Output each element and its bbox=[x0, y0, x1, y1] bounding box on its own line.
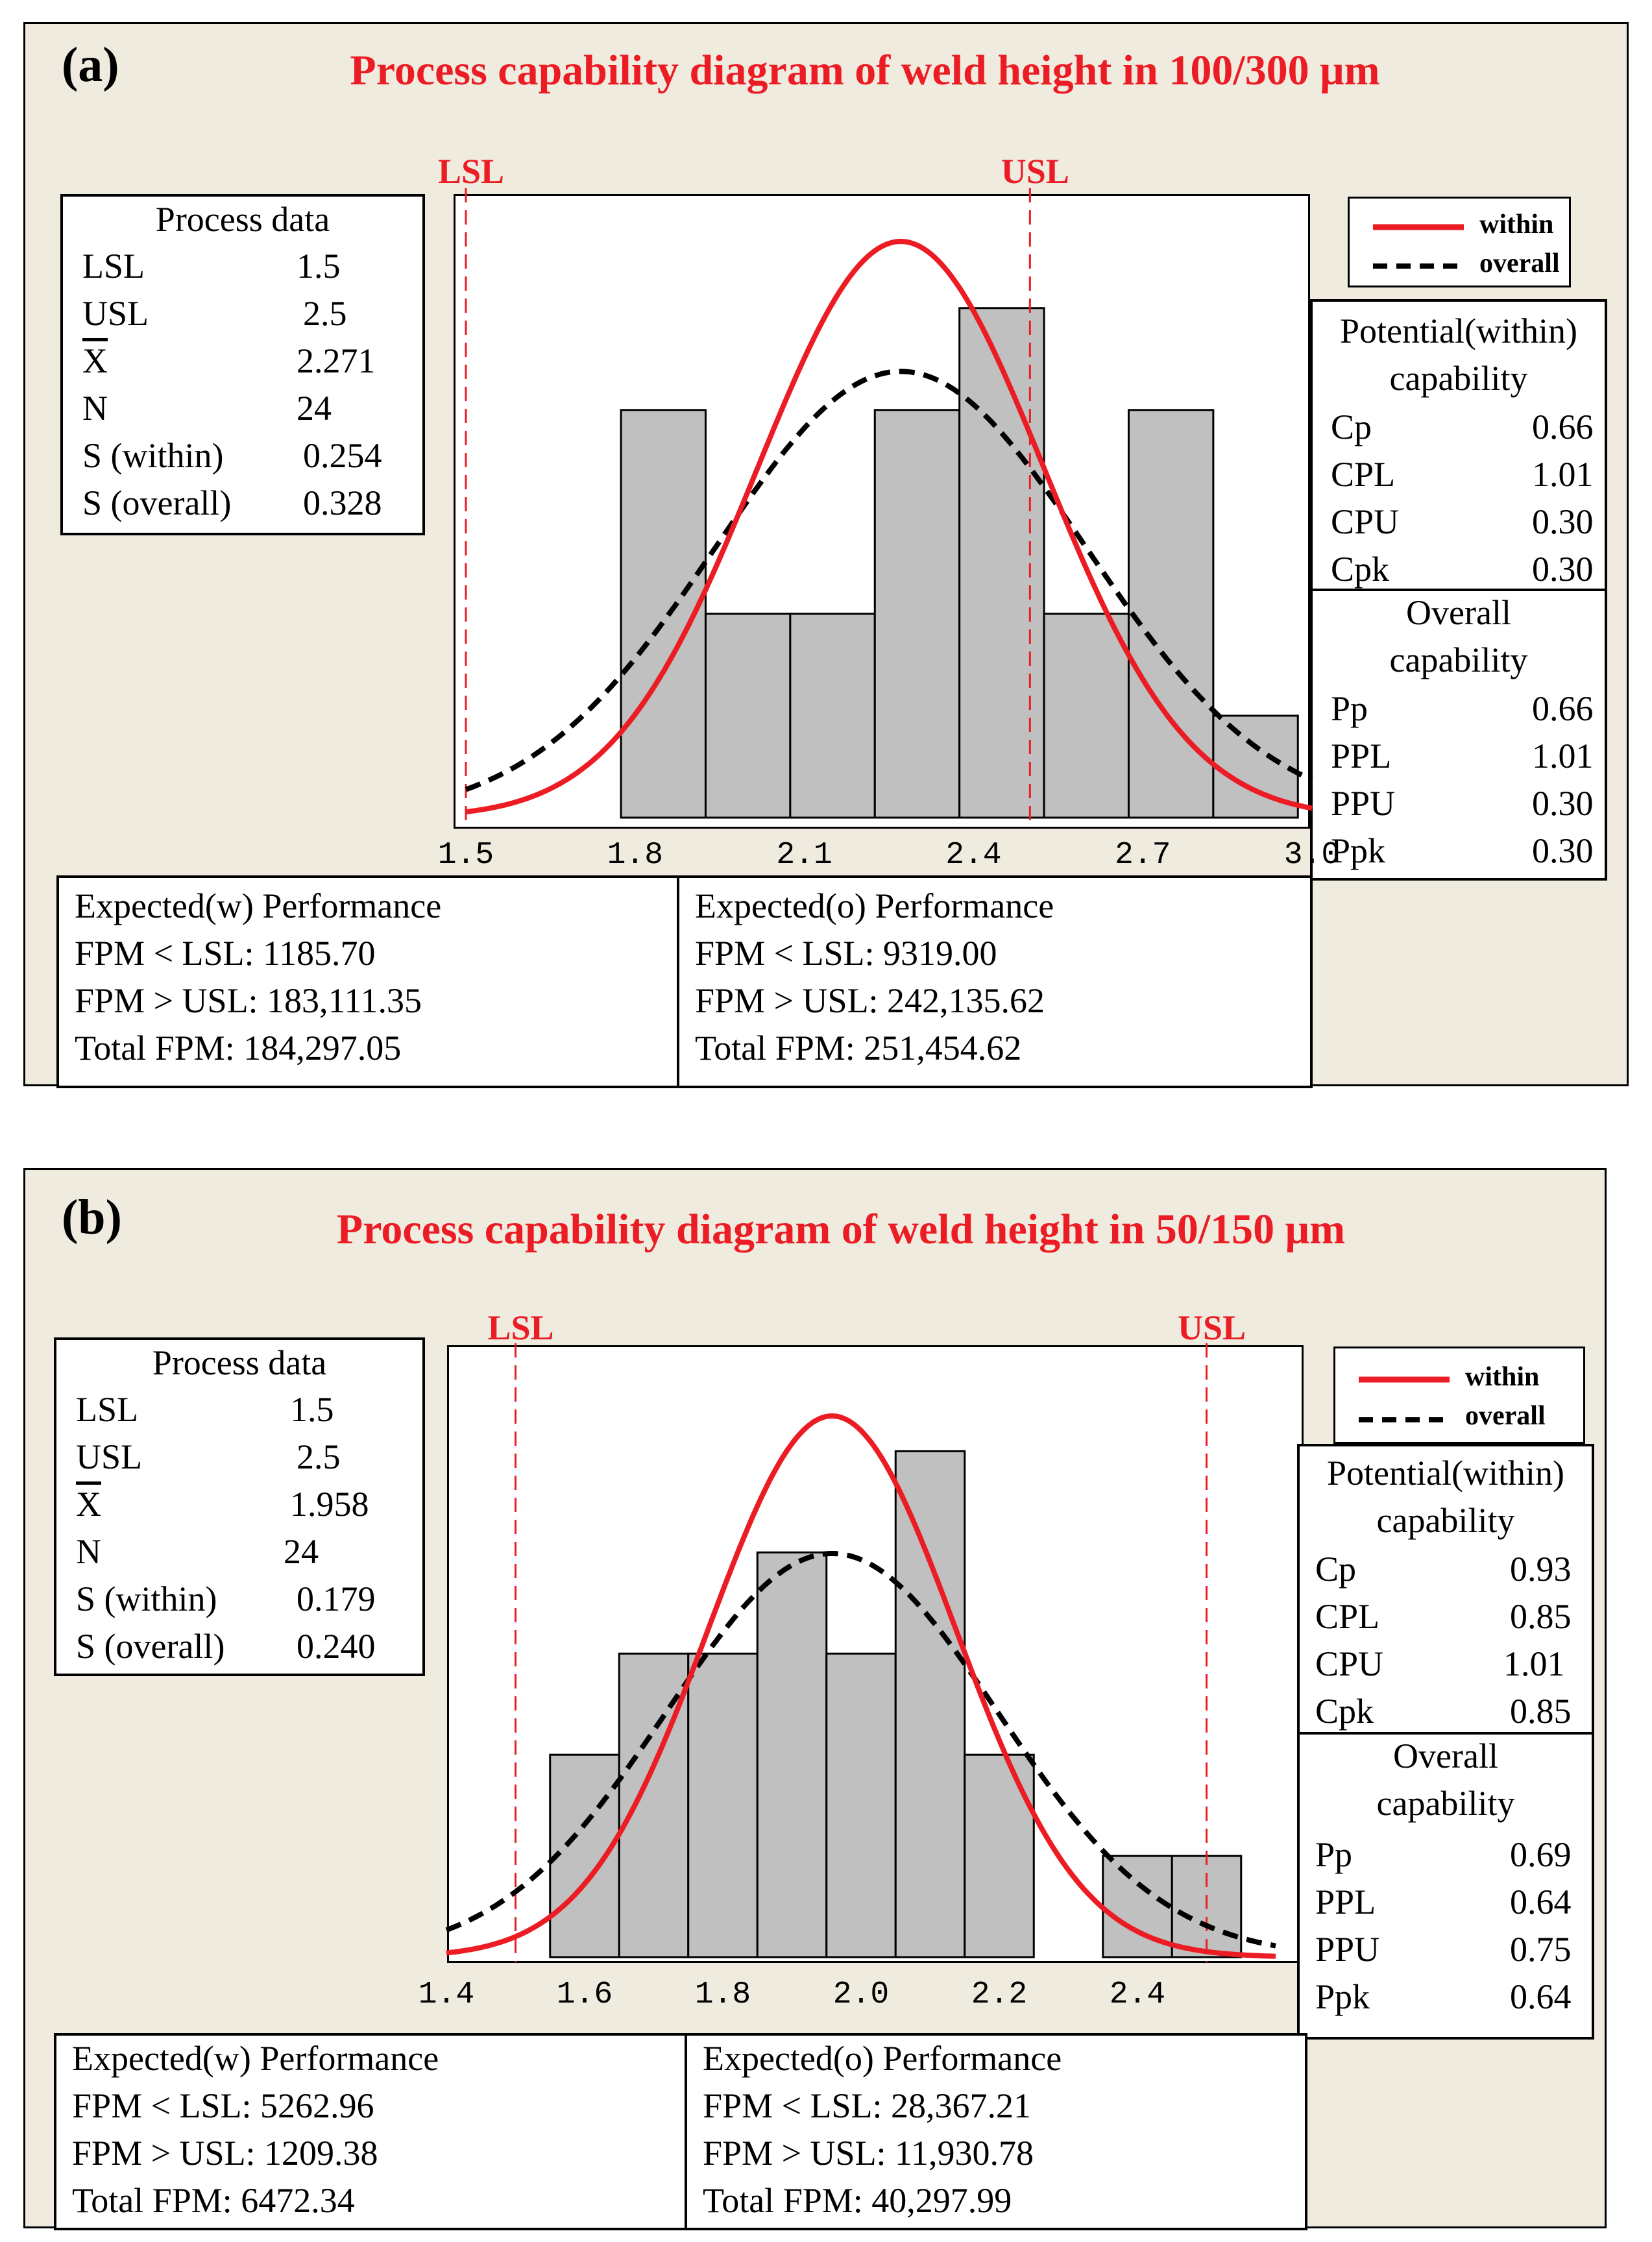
within-normal-curve bbox=[465, 238, 1313, 815]
capability-row: Ppk 0.64 bbox=[1315, 1977, 1572, 2016]
expected-overall-lsl: FPM < LSL: 9319.00 bbox=[695, 934, 997, 973]
x-tick-label: 2.0 bbox=[833, 1977, 889, 2012]
histogram-bar bbox=[825, 1652, 897, 1958]
usl-label: USL bbox=[1001, 152, 1069, 191]
x-tick-label: 1.5 bbox=[438, 838, 494, 873]
capability-row: PPL 0.64 bbox=[1315, 1883, 1572, 1921]
expected-overall-usl: FPM > USL: 242,135.62 bbox=[695, 981, 1045, 1020]
within-normal-curve bbox=[446, 1413, 1276, 1959]
capability-row: Cpk 0.85 bbox=[1315, 1692, 1572, 1731]
x-tick-label: 2.1 bbox=[776, 838, 832, 873]
capability-row: PPL 1.01 bbox=[1331, 737, 1594, 775]
histogram-bar bbox=[756, 1551, 828, 1958]
capability-row: PPU 0.75 bbox=[1315, 1930, 1572, 1969]
expected-overall-total: Total FPM: 40,297.99 bbox=[703, 2181, 1012, 2220]
histogram-bar bbox=[964, 1753, 1035, 1958]
legend: within overall bbox=[1348, 197, 1571, 287]
expected-within-lsl: FPM < LSL: 5262.96 bbox=[72, 2086, 374, 2125]
process-data-row: S (within) 0.254 bbox=[82, 436, 382, 475]
expected-overall-title: Expected(o) Performance bbox=[695, 886, 1054, 925]
expected-within-total: Total FPM: 184,297.05 bbox=[75, 1029, 402, 1067]
histogram-bar bbox=[687, 1652, 759, 1958]
process-data-row: S (within) 0.179 bbox=[76, 1579, 376, 1618]
overall-normal-curve bbox=[465, 369, 1313, 792]
lsl-label: LSL bbox=[487, 1308, 553, 1347]
histogram-bar bbox=[873, 409, 961, 819]
expected-within-title: Expected(w) Performance bbox=[72, 2039, 439, 2078]
process-data-row: S (overall) 0.240 bbox=[76, 1627, 376, 1666]
chart-title: Process capability diagram of weld heigh… bbox=[350, 47, 1380, 94]
process-data-box: Process data LSL 1.5 USL 2.5 X 2.271 N 24 S … bbox=[60, 194, 425, 535]
expected-overall-lsl: FPM < LSL: 28,367.21 bbox=[703, 2086, 1032, 2125]
capability-row: CPL 0.85 bbox=[1315, 1597, 1572, 1636]
capability-row: CPU 1.01 bbox=[1315, 1644, 1565, 1683]
process-data-row: LSL 1.5 bbox=[82, 247, 341, 286]
x-tick-label: 1.8 bbox=[695, 1977, 751, 2012]
histogram-bar bbox=[958, 307, 1045, 819]
process-data-row: USL 2.5 bbox=[76, 1437, 341, 1476]
capability-row: Pp 0.66 bbox=[1331, 689, 1594, 728]
capability-row: Ppk 0.30 bbox=[1331, 831, 1594, 870]
capability-row: Cp 0.93 bbox=[1315, 1550, 1572, 1589]
expected-overall-performance-box: Expected(o) Performance FPM < LSL: 28,36… bbox=[685, 2033, 1307, 2230]
expected-overall-total: Total FPM: 251,454.62 bbox=[695, 1029, 1022, 1067]
x-tick-label: 2.4 bbox=[1110, 1977, 1165, 2012]
process-data-row: X 2.271 bbox=[82, 341, 376, 380]
histogram-bar bbox=[789, 613, 876, 819]
capability-row: Cp 0.66 bbox=[1331, 408, 1594, 446]
expected-within-lsl: FPM < LSL: 1185.70 bbox=[75, 934, 376, 973]
histogram-bar bbox=[894, 1450, 966, 1958]
expected-overall-performance-box: Expected(o) Performance FPM < LSL: 9319.… bbox=[677, 875, 1313, 1088]
histogram-bar bbox=[704, 613, 792, 819]
overall-capability-box: Overall capability Pp 0.69 PPL 0.64 PPU 0.7… bbox=[1297, 1732, 1594, 2040]
overall-normal-curve bbox=[445, 1551, 1276, 1949]
histogram-bar bbox=[620, 409, 707, 819]
expected-within-performance-box: Expected(w) Performance FPM < LSL: 5262.… bbox=[54, 2033, 687, 2230]
x-tick-label: 2.2 bbox=[971, 1977, 1027, 2012]
process-data-row: USL 2.5 bbox=[82, 294, 347, 333]
capability-row: CPL 1.01 bbox=[1331, 455, 1594, 494]
potential-capability-box: Potential(within) capability Cp 0.66 CPL 1… bbox=[1310, 299, 1607, 591]
process-data-box: Process data LSL 1.5 USL 2.5 X 1.958 N 24 S … bbox=[54, 1337, 425, 1676]
capability-row: Cpk 0.30 bbox=[1331, 550, 1594, 589]
capability-row: PPU 0.30 bbox=[1331, 784, 1594, 823]
x-tick-label: 3.0 bbox=[1284, 838, 1340, 873]
legend: within overall bbox=[1333, 1346, 1585, 1444]
x-tick-label: 1.4 bbox=[419, 1977, 474, 2012]
x-tick-label: 2.4 bbox=[945, 838, 1001, 873]
expected-overall-title: Expected(o) Performance bbox=[703, 2039, 1062, 2078]
expected-within-title: Expected(w) Performance bbox=[75, 886, 442, 925]
potential-capability-box: Potential(within) capability Cp 0.93 CPL 0… bbox=[1297, 1444, 1594, 1735]
legend-overall-label: overall bbox=[1479, 249, 1560, 278]
chart-title: Process capability diagram of weld heigh… bbox=[336, 1206, 1346, 1253]
expected-within-total: Total FPM: 6472.34 bbox=[72, 2181, 355, 2220]
histogram-bar bbox=[1043, 613, 1130, 819]
process-data-row: N 24 bbox=[82, 389, 332, 428]
capability-row: Pp 0.69 bbox=[1315, 1835, 1572, 1874]
panel-label: (b) bbox=[62, 1190, 122, 1245]
expected-within-usl: FPM > USL: 183,111.35 bbox=[75, 981, 422, 1020]
x-tick-label: 1.8 bbox=[607, 838, 663, 873]
legend-overall-label: overall bbox=[1465, 1401, 1546, 1431]
process-data-row: S (overall) 0.328 bbox=[82, 483, 382, 522]
expected-within-usl: FPM > USL: 1209.38 bbox=[72, 2134, 378, 2173]
process-data-row: N 24 bbox=[76, 1532, 319, 1571]
usl-label: USL bbox=[1178, 1308, 1246, 1347]
lsl-label: LSL bbox=[438, 152, 504, 191]
process-data-row: LSL 1.5 bbox=[76, 1390, 334, 1429]
process-data-title: Process data bbox=[152, 1343, 327, 1382]
legend-within-label: within bbox=[1479, 210, 1554, 239]
capability-row: CPU 0.30 bbox=[1331, 502, 1594, 541]
process-data-title: Process data bbox=[155, 200, 330, 239]
panel-label: (a) bbox=[62, 38, 119, 92]
expected-overall-usl: FPM > USL: 11,930.78 bbox=[703, 2134, 1034, 2173]
process-data-row: X 1.958 bbox=[76, 1485, 369, 1524]
x-tick-label: 1.6 bbox=[557, 1977, 613, 2012]
legend-within-label: within bbox=[1465, 1362, 1540, 1392]
expected-within-performance-box: Expected(w) Performance FPM < LSL: 1185.… bbox=[56, 875, 679, 1088]
histogram-bar bbox=[549, 1753, 620, 1958]
x-tick-label: 2.7 bbox=[1115, 838, 1171, 873]
overall-capability-box: Overall capability Pp 0.66 PPL 1.01 PPU 0.3… bbox=[1310, 589, 1607, 881]
